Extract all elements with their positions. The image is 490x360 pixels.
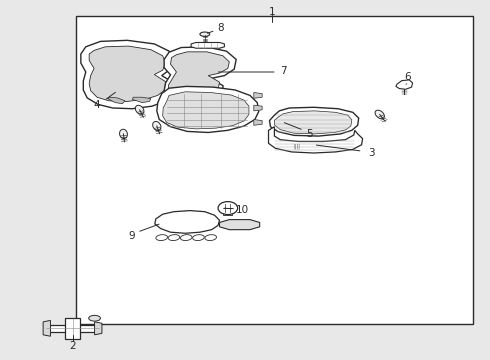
- Ellipse shape: [89, 315, 100, 321]
- Polygon shape: [163, 92, 249, 129]
- Ellipse shape: [153, 121, 161, 131]
- Polygon shape: [81, 40, 174, 109]
- Polygon shape: [274, 111, 352, 134]
- Polygon shape: [254, 93, 262, 98]
- Polygon shape: [169, 52, 229, 100]
- Ellipse shape: [156, 235, 168, 240]
- Polygon shape: [396, 80, 413, 89]
- Polygon shape: [223, 213, 232, 215]
- Text: 3: 3: [368, 148, 375, 158]
- Text: 8: 8: [217, 23, 224, 33]
- Polygon shape: [164, 47, 236, 106]
- FancyBboxPatch shape: [76, 16, 473, 324]
- Polygon shape: [155, 211, 220, 233]
- Text: 4: 4: [94, 100, 100, 110]
- Polygon shape: [254, 105, 262, 111]
- Polygon shape: [270, 107, 359, 136]
- Polygon shape: [269, 127, 363, 153]
- Text: 1: 1: [269, 6, 275, 17]
- Text: 9: 9: [128, 231, 135, 241]
- Text: 2: 2: [69, 341, 76, 351]
- Text: 6: 6: [404, 72, 411, 82]
- Polygon shape: [132, 97, 151, 103]
- Polygon shape: [108, 97, 125, 104]
- Ellipse shape: [120, 129, 127, 139]
- Polygon shape: [254, 120, 262, 125]
- Polygon shape: [46, 325, 99, 332]
- Polygon shape: [157, 86, 259, 132]
- Polygon shape: [95, 322, 102, 335]
- Ellipse shape: [205, 235, 217, 240]
- Ellipse shape: [168, 235, 180, 240]
- Ellipse shape: [180, 235, 192, 240]
- Text: 7: 7: [280, 66, 287, 76]
- Polygon shape: [65, 318, 80, 339]
- Text: ||||: ||||: [293, 144, 300, 149]
- Text: 5: 5: [306, 129, 313, 139]
- Ellipse shape: [218, 202, 238, 215]
- Ellipse shape: [375, 110, 385, 119]
- Text: 10: 10: [236, 204, 249, 215]
- Ellipse shape: [193, 235, 204, 240]
- Polygon shape: [89, 46, 166, 102]
- Polygon shape: [191, 42, 224, 48]
- Polygon shape: [220, 220, 260, 230]
- Ellipse shape: [200, 32, 210, 36]
- Polygon shape: [43, 320, 50, 336]
- Ellipse shape: [135, 105, 144, 114]
